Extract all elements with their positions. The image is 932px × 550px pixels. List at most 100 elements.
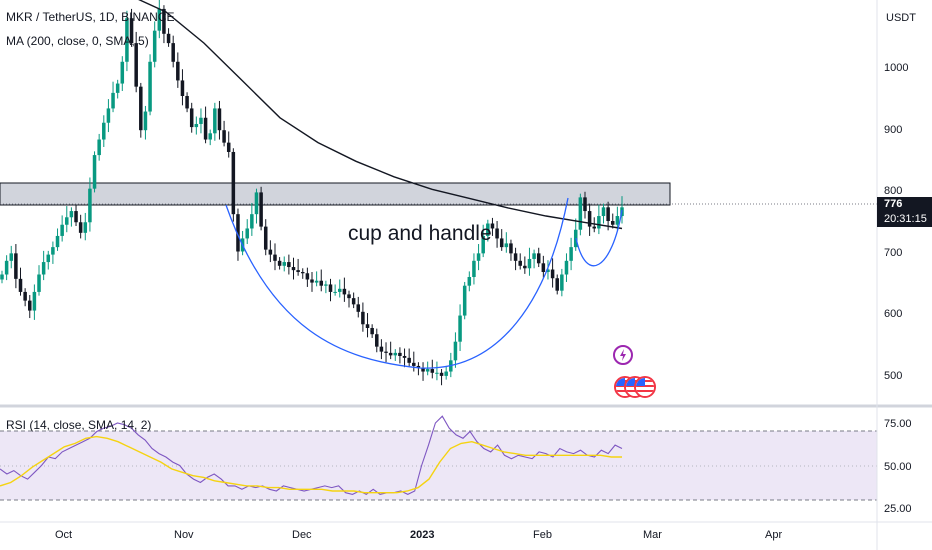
candle-up	[157, 8, 162, 31]
price-tick[interactable]: 600	[884, 308, 902, 320]
time-tick[interactable]: Feb	[533, 529, 552, 541]
candle-up	[120, 61, 125, 84]
candle-up	[467, 276, 472, 286]
candle-up	[83, 222, 88, 233]
candle-up	[245, 228, 249, 239]
rsi-tick[interactable]: 25.00	[884, 503, 912, 515]
price-tick[interactable]: 900	[884, 124, 902, 136]
candle-down	[365, 324, 370, 328]
candle-up	[46, 254, 51, 263]
candle-down	[407, 357, 411, 363]
candle-up	[194, 123, 199, 128]
candle-down	[416, 365, 421, 368]
candle-up	[102, 122, 106, 140]
candle-up	[546, 269, 550, 273]
candle-down	[509, 243, 513, 254]
bar-countdown-tag: 20:31:15	[877, 212, 932, 227]
us-flag-icon[interactable]	[634, 376, 656, 398]
resistance-zone[interactable]	[0, 182, 671, 206]
candle-down	[273, 254, 277, 261]
candle-down	[513, 253, 518, 261]
candle-down	[18, 278, 23, 292]
candle-up	[597, 216, 601, 229]
candle-up	[282, 262, 286, 266]
candle-down	[555, 278, 559, 291]
candle-down	[162, 8, 166, 34]
time-tick[interactable]: Dec	[292, 529, 312, 541]
candle-down	[388, 352, 393, 356]
candle-up	[569, 247, 573, 261]
candle-up	[32, 291, 37, 311]
candle-up	[9, 253, 14, 261]
candle-down	[310, 279, 314, 283]
candle-up	[55, 235, 60, 248]
candle-down	[361, 311, 365, 325]
candle-up	[486, 223, 490, 236]
candle-down	[185, 95, 189, 109]
cup-curve[interactable]	[225, 197, 569, 369]
candle-down	[134, 43, 138, 87]
candle-down	[222, 130, 226, 143]
candle-down	[550, 269, 555, 279]
candle-up	[4, 260, 9, 275]
candle-down	[370, 327, 374, 335]
candle-down	[277, 260, 282, 266]
rsi-tick[interactable]: 50.00	[884, 461, 912, 473]
price-tick[interactable]: 500	[884, 370, 902, 382]
candle-down	[412, 362, 416, 366]
candle-down	[490, 223, 495, 229]
candle-down	[347, 294, 351, 299]
candle-down	[236, 214, 240, 252]
candle-up	[458, 315, 462, 342]
candle-down	[439, 372, 444, 376]
price-tick[interactable]: 1000	[884, 62, 908, 74]
candle-down	[356, 304, 361, 312]
handle-curve[interactable]	[575, 209, 623, 267]
candle-up	[115, 83, 120, 93]
candle-down	[287, 262, 291, 268]
candle-down	[305, 273, 310, 280]
lightning-icon[interactable]	[613, 345, 633, 365]
time-tick[interactable]: Mar	[643, 529, 662, 541]
candle-up	[143, 111, 148, 131]
candle-down	[139, 86, 143, 131]
price-axis-unit: USDT	[886, 12, 916, 24]
candle-up	[250, 214, 254, 229]
cup-and-handle-label[interactable]: cup and handle	[348, 222, 492, 245]
time-tick[interactable]: 2023	[410, 529, 434, 541]
time-tick[interactable]: Apr	[765, 529, 782, 541]
candle-up	[435, 372, 439, 374]
candle-up	[601, 207, 606, 217]
candle-up	[333, 291, 337, 293]
candle-up	[453, 341, 458, 361]
candle-up	[208, 133, 212, 140]
ma-legend[interactable]: MA (200, close, 0, SMA, 5)	[6, 34, 149, 48]
candle-down	[430, 369, 435, 373]
candle-up	[51, 247, 55, 255]
candle-up	[69, 211, 74, 218]
price-tick[interactable]: 800	[884, 185, 902, 197]
time-tick[interactable]: Oct	[55, 529, 72, 541]
candle-up	[97, 139, 101, 156]
candle-up	[615, 216, 620, 225]
time-tick[interactable]: Nov	[174, 529, 194, 541]
symbol-legend[interactable]: MKR / TetherUS, 1D, BINANCE	[6, 10, 175, 24]
candle-down	[180, 80, 185, 96]
candle-up	[213, 108, 217, 134]
candle-up	[564, 260, 569, 275]
candle-down	[319, 280, 324, 286]
candle-down	[523, 265, 527, 269]
candle-down	[28, 300, 32, 311]
last-price-tag: 776	[877, 197, 932, 212]
candle-down	[375, 334, 379, 347]
rsi-tick[interactable]: 75.00	[884, 418, 912, 430]
candle-down	[268, 249, 273, 255]
candle-down	[402, 355, 407, 358]
candle-up	[476, 253, 481, 261]
price-tick[interactable]: 700	[884, 247, 902, 259]
candle-down	[296, 270, 300, 273]
candle-up	[111, 92, 115, 109]
candle-down	[203, 117, 208, 140]
rsi-legend[interactable]: RSI (14, close, SMA, 14, 2)	[6, 418, 152, 432]
